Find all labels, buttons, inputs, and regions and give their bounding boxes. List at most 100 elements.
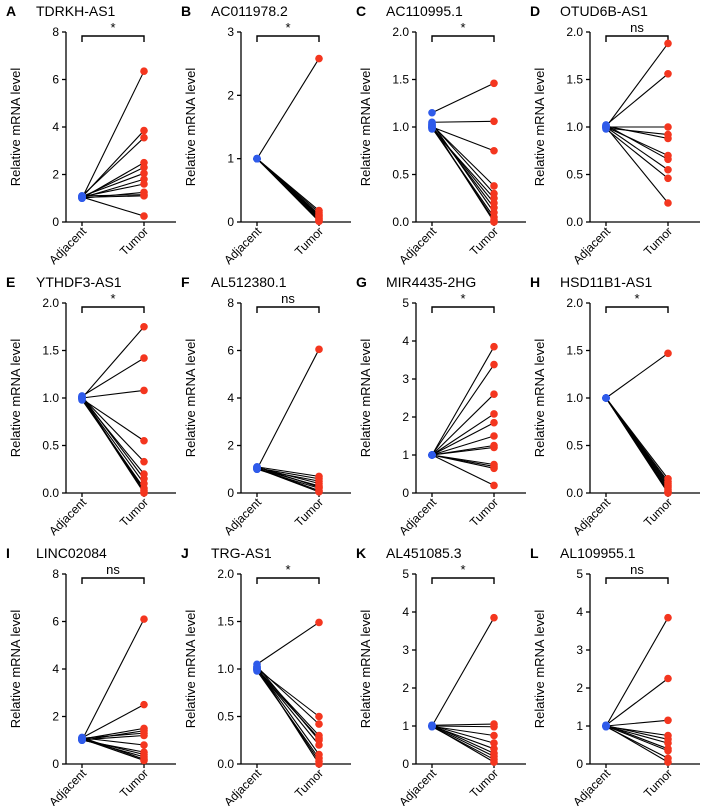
- panel-c-pair-line: [431, 124, 495, 223]
- panel-k-ytick-label: 3: [402, 643, 409, 657]
- panel-e-pair-line: [81, 398, 145, 442]
- panel-g-tumor-point: [490, 481, 498, 490]
- panel-c-adjacent-point: [428, 108, 436, 117]
- panel-c-ytick-label: 0.5: [392, 168, 409, 182]
- panel-h-ytick-label: 1.5: [566, 344, 583, 358]
- panel-a-tumor-point: [140, 67, 148, 75]
- panel-a-category-label: Tumor: [117, 224, 151, 258]
- panel-k-letter: K: [356, 545, 366, 561]
- panel-b-ytick-label: 2: [227, 88, 234, 102]
- panel-f-ytick-label: 0: [227, 486, 234, 500]
- panel-f-ytick-label: 6: [227, 344, 234, 358]
- panel-f-sig-label: ns: [281, 291, 295, 306]
- panel-a-pair-line: [81, 195, 145, 198]
- panel-i-y-label: Relative mRNA level: [8, 610, 23, 729]
- panel-c-category-label: Adjacent: [396, 224, 439, 267]
- panel-l-category-label: Adjacent: [570, 766, 613, 806]
- panel-l-sig-bracket: [605, 577, 669, 584]
- panel-l-pair-line: [605, 725, 669, 763]
- panel-j-category-label: Tumor: [292, 766, 326, 800]
- panel-k-pair-line: [431, 725, 495, 737]
- panel-d-sig-label: ns: [630, 20, 644, 35]
- panel-k-pair-line: [431, 725, 495, 757]
- panel-l-tumor-point: [664, 674, 672, 683]
- panel-b-pair-line: [256, 58, 320, 159]
- panel-e-pair-line: [81, 397, 145, 494]
- panel-l-adjacent-point: [602, 722, 610, 730]
- panel-d-ytick-label: 0.0: [566, 215, 583, 229]
- panel-j-pair-line: [256, 668, 320, 736]
- panel-e-tumor-point: [140, 322, 148, 331]
- panel-j-sig-bracket: [256, 577, 320, 584]
- panel-l-pair-line: [605, 725, 669, 740]
- panel-a-tumor-point: [140, 192, 148, 200]
- panel-h-ytick-label: 0.5: [566, 439, 583, 453]
- panel-l-y-label: Relative mRNA level: [532, 610, 547, 729]
- panel-e-category-label: Adjacent: [46, 495, 89, 538]
- panel-e-tumor-point: [140, 386, 148, 395]
- panel-d-sig-bracket: [605, 35, 669, 42]
- panel-g-pair-line: [431, 413, 495, 456]
- panel-g-letter: G: [356, 274, 367, 290]
- panel-d-tumor-point: [664, 199, 672, 207]
- panel-g-title: MIR4435-2HG: [386, 274, 476, 290]
- panel-h-ytick-label: 0.0: [566, 486, 583, 500]
- panel-a-category-label: Adjacent: [46, 224, 89, 267]
- panel-c-adjacent-point: [428, 121, 436, 129]
- panel-d-pair-line: [605, 125, 669, 139]
- panel-e-letter: E: [6, 274, 15, 290]
- panel-a-ytick-label: 8: [52, 25, 59, 39]
- panel-d-tumor-point: [664, 134, 672, 143]
- panel-e-pair-line: [81, 389, 145, 399]
- panel-j-tumor-point: [315, 760, 323, 768]
- panel-i-tumor-point: [140, 700, 148, 709]
- panel-f-letter: F: [181, 274, 190, 290]
- panel-f-adjacent-point: [253, 464, 261, 473]
- panel-b-tumor-point: [315, 54, 323, 63]
- panel-d-tumor-point: [664, 70, 672, 78]
- panel-l-ytick-label: 4: [576, 605, 583, 619]
- panel-l-pair-line: [605, 617, 669, 727]
- panel-i-category-label: Adjacent: [46, 766, 89, 806]
- panel-d-pair-line: [605, 126, 669, 204]
- panel-h-ytick-label: 2.0: [566, 296, 583, 310]
- panel-f-y-label: Relative mRNA level: [183, 339, 198, 458]
- panel-i-ytick-label: 2: [52, 710, 59, 724]
- panel-l-tumor-point: [664, 746, 672, 755]
- panel-g-tumor-point: [490, 390, 498, 399]
- panel-i-ytick-label: 4: [52, 662, 59, 676]
- panel-a-ytick-label: 0: [52, 215, 59, 229]
- panel-j-sig-label: *: [285, 562, 290, 577]
- panel-g-category-label: Adjacent: [396, 495, 439, 538]
- panel-k-ytick-label: 1: [402, 719, 409, 733]
- panel-c-pair-line: [431, 123, 495, 194]
- panel-j-title: TRG-AS1: [211, 545, 272, 561]
- panel-e-tumor-point: [140, 489, 148, 497]
- panel-b-category-label: Tumor: [292, 224, 326, 258]
- panel-a-pair-line: [81, 196, 145, 217]
- panel-e-ytick-label: 1.5: [42, 344, 59, 358]
- panel-k-category-label: Tumor: [467, 766, 501, 800]
- panel-c-ytick-label: 1.0: [392, 120, 409, 134]
- panel-i-title: LINC02084: [36, 545, 107, 561]
- panel-h-ytick-label: 1.0: [566, 391, 583, 405]
- panel-b-title: AC011978.2: [211, 3, 288, 19]
- panel-f-tumor-point: [315, 488, 323, 496]
- panel-c-y-label: Relative mRNA level: [358, 68, 373, 187]
- panel-a-sig-label: *: [110, 20, 115, 35]
- panel-a-pair-line: [81, 194, 145, 197]
- panel-l-pair-line: [605, 678, 669, 726]
- panel-a-pair-line: [81, 137, 145, 197]
- panel-j-ytick-label: 0.5: [217, 710, 234, 724]
- panel-d-adjacent-point: [602, 123, 610, 131]
- panel-g-tumor-point: [490, 464, 498, 473]
- panel-l-category-label: Tumor: [641, 766, 675, 800]
- panel-a-adjacent-point: [78, 193, 86, 201]
- panel-j-pair-line: [256, 666, 320, 725]
- panel-f-ytick-label: 2: [227, 439, 234, 453]
- panel-b-ytick-label: 1: [227, 152, 234, 166]
- panel-e-tumor-point: [140, 457, 148, 466]
- panel-e-pair-line: [81, 357, 145, 397]
- panel-f-ytick-label: 4: [227, 391, 234, 405]
